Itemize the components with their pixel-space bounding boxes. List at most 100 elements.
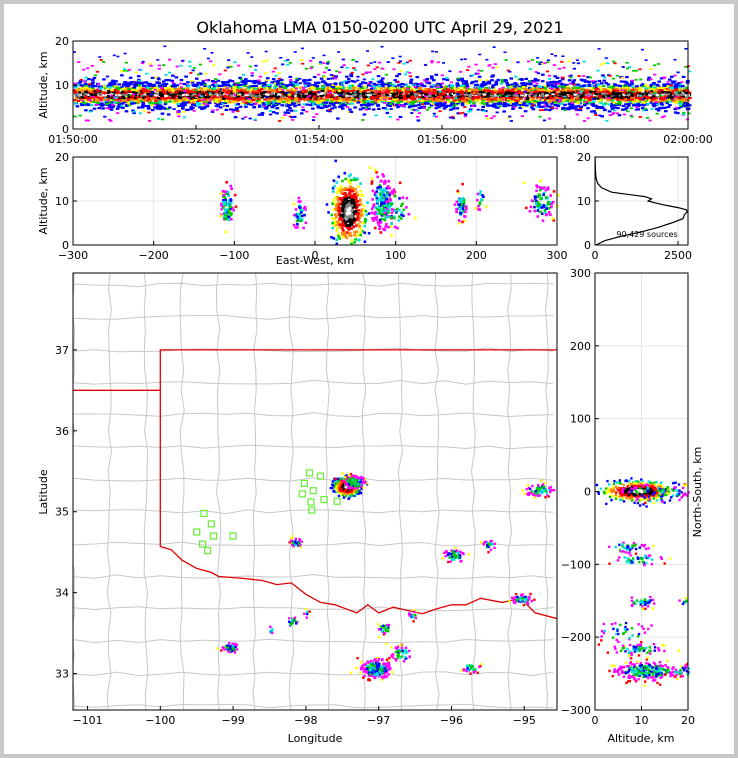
- time-source-cell: [166, 108, 170, 110]
- time-source-cell: [177, 90, 181, 93]
- time-source-cell: [380, 101, 385, 104]
- time-source-cell: [179, 86, 183, 89]
- time-source-cell: [297, 103, 301, 106]
- time-source-cell: [92, 95, 96, 98]
- time-source-cell: [157, 117, 161, 120]
- time-source-cell: [218, 92, 223, 95]
- time-source-cell: [598, 99, 602, 102]
- time-source-cell: [179, 94, 184, 98]
- time-source-cell: [187, 90, 192, 93]
- time-source-cell: [297, 94, 301, 98]
- time-source-cell: [116, 105, 121, 108]
- time-source-cell: [124, 99, 129, 102]
- time-source-cell: [174, 88, 179, 91]
- time-source-cell: [173, 100, 177, 103]
- time-source-cell: [305, 103, 310, 106]
- time-source-cell: [430, 61, 434, 64]
- time-source-cell: [452, 104, 457, 107]
- time-source-cell: [182, 111, 186, 113]
- time-source-cell: [457, 86, 462, 89]
- time-source-cell: [373, 89, 377, 92]
- time-source-cell: [650, 90, 654, 93]
- time-source-cell: [493, 100, 498, 103]
- time-source-cell: [356, 91, 361, 94]
- time-source-cell: [502, 88, 506, 92]
- time-source-cell: [253, 79, 258, 83]
- time-source-cell: [447, 87, 452, 90]
- time-source-cell: [347, 111, 351, 113]
- time-source-cell: [503, 102, 508, 106]
- time-source-cell: [178, 91, 183, 94]
- time-source-cell: [377, 81, 381, 84]
- time-source-cell: [398, 115, 403, 119]
- time-source-cell: [475, 91, 479, 94]
- time-source-cell: [434, 115, 438, 118]
- time-source-cell: [586, 95, 591, 97]
- time-source-cell: [271, 70, 275, 73]
- time-source-cell: [203, 85, 207, 88]
- time-source-cell: [527, 90, 531, 93]
- time-source-cell: [148, 120, 152, 122]
- time-source-cell: [654, 101, 658, 103]
- time-source-cell: [396, 101, 401, 104]
- time-source-cell: [284, 84, 289, 88]
- time-source-cell: [286, 59, 290, 61]
- time-source-cell: [641, 93, 645, 96]
- time-source-cell: [267, 84, 272, 87]
- time-source-cell: [583, 79, 587, 81]
- time-source-cell: [164, 94, 168, 98]
- time-source-cell: [663, 106, 667, 109]
- time-source-cell: [372, 93, 376, 96]
- time-source-cell: [448, 86, 453, 89]
- time-source-cell: [636, 90, 640, 93]
- time-source-cell: [205, 86, 209, 89]
- time-source-cell: [561, 106, 566, 109]
- time-source-cell: [477, 75, 482, 78]
- time-source-cell: [277, 100, 282, 103]
- time-source-cell: [128, 76, 133, 79]
- time-source-cell: [79, 84, 84, 87]
- time-source-cell: [254, 69, 258, 71]
- time-source-cell: [205, 100, 209, 103]
- time-source-cell: [436, 61, 440, 64]
- time-source-cell: [604, 57, 608, 59]
- time-source-cell: [655, 92, 660, 95]
- time-source-cell: [292, 115, 297, 118]
- time-source-cell: [395, 95, 399, 98]
- time-source-cell: [185, 101, 189, 104]
- time-source-cell: [450, 102, 454, 105]
- time-source-cell: [338, 87, 343, 90]
- time-source-cell: [251, 86, 256, 89]
- time-source-cell: [150, 104, 154, 107]
- time-source-cell: [449, 81, 453, 84]
- time-source-cell: [142, 104, 147, 107]
- time-source-cell: [198, 101, 202, 105]
- time-source-cell: [645, 95, 649, 99]
- time-source-cell: [212, 82, 216, 84]
- time-source-cell: [649, 91, 653, 94]
- time-source-cell: [188, 65, 192, 68]
- time-source-cell: [392, 87, 396, 90]
- time-source-cell: [240, 80, 245, 83]
- time-source-cell: [375, 100, 379, 103]
- time-source-cell: [367, 104, 371, 107]
- time-source-cell: [448, 116, 452, 119]
- time-source-cell: [301, 109, 305, 112]
- time-source-cell: [508, 115, 512, 118]
- time-source-cell: [162, 64, 166, 66]
- time-source-cell: [567, 75, 571, 78]
- time-source-cell: [325, 84, 330, 87]
- time-source-cell: [539, 98, 543, 101]
- time-source-cell: [290, 83, 295, 86]
- time-source-cell: [104, 97, 108, 99]
- time-source-cell: [201, 93, 205, 96]
- time-source-cell: [432, 84, 436, 87]
- time-source-cell: [537, 85, 542, 88]
- time-source-cell: [514, 91, 519, 94]
- time-source-cell: [463, 115, 467, 118]
- time-source-cell: [134, 71, 138, 74]
- time-source-cell: [505, 81, 509, 85]
- time-source-cell: [113, 101, 118, 104]
- time-source-cell: [321, 80, 326, 83]
- time-source-cell: [617, 101, 622, 104]
